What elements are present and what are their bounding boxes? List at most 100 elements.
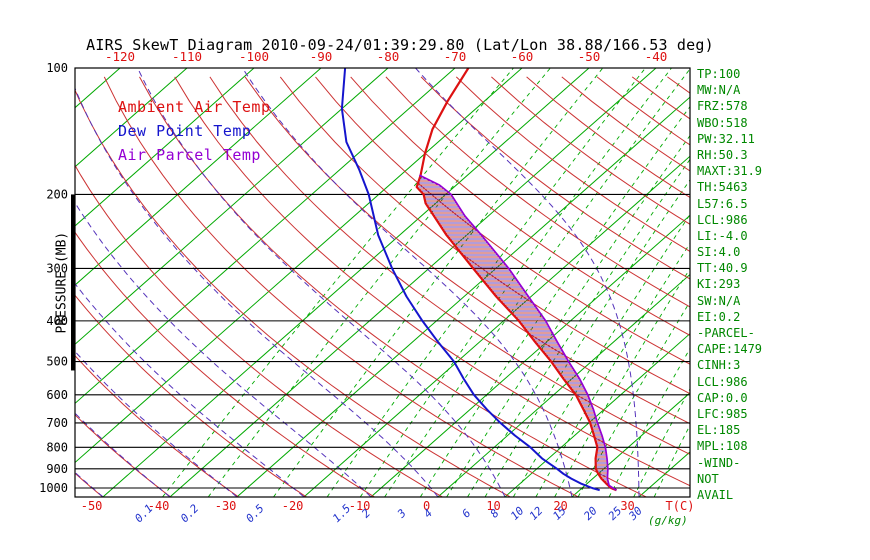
stat-line: CINH:3 [697, 358, 741, 373]
stat-line: SI:4.0 [697, 245, 741, 260]
ambient-temp-curve [415, 68, 617, 492]
stat-line: MAXT:31.9 [697, 164, 763, 179]
isotherm-line [75, 68, 188, 168]
tick-label: 30 [620, 499, 634, 513]
tick-label: -80 [377, 49, 400, 64]
dry-adiabat-line [455, 76, 690, 252]
tick-label: 12 [527, 504, 546, 523]
mixing-ratio-line [577, 300, 690, 497]
tick-label: 0 [423, 499, 430, 513]
tick-label: 500 [46, 355, 68, 369]
tick-label: 0.2 [178, 502, 202, 526]
isotherm-line [75, 68, 322, 286]
stats-panel: TP:100 MW:N/A FRZ:578 WBO:518 PW:32.11 RH:50.… [697, 66, 762, 503]
isotherm-line [75, 68, 523, 464]
dry-adiabat-line [75, 354, 239, 497]
stat-line: TT:40.9 [697, 261, 748, 276]
cape-hatch-area [417, 175, 609, 485]
stat-line: LI:-4.0 [697, 228, 748, 243]
moist-adiabat-line [75, 282, 305, 497]
plot-area [0, 68, 690, 497]
dry-adiabat-line [174, 76, 690, 487]
dry-adiabat-line [350, 76, 690, 336]
stat-line: LFC:985 [697, 406, 748, 421]
dry-adiabat-line [209, 76, 690, 455]
mixing-ratio-line [446, 134, 690, 497]
moist-adiabat-line [75, 471, 104, 497]
legend-dew-point-temp: Dew Point Temp [118, 122, 252, 140]
stat-line: L57:6.5 [697, 196, 748, 211]
stat-line: NOT [697, 471, 719, 486]
mixing-ratio-line [554, 267, 690, 497]
legend-air-parcel-temp: Air Parcel Temp [118, 146, 261, 164]
legend-ambient-air-temp: Ambient Air Temp [118, 98, 271, 116]
tick-label: 6 [460, 506, 474, 520]
dew-point-curve [340, 68, 600, 492]
stat-line: EI:0.2 [697, 309, 741, 324]
isotherm-line [0, 68, 53, 497]
isotherm-line [571, 392, 690, 497]
tick-label: -110 [172, 49, 202, 64]
mixing-ratio-line [633, 387, 690, 497]
tick-label: -20 [282, 499, 304, 513]
isotherm-line [75, 68, 389, 345]
tick-label: -60 [511, 49, 534, 64]
tick-label: T(C) [666, 499, 695, 513]
tick-label: -40 [148, 499, 170, 513]
mixing-ratio-line [207, 68, 551, 497]
pressure-axis-bar [71, 194, 75, 371]
mixing-ratio-line [273, 68, 604, 497]
stat-line: RH:50.3 [697, 147, 748, 162]
moist-adiabat-line [415, 68, 640, 497]
stat-line: TH:5463 [697, 180, 748, 195]
isotherm-line [75, 68, 255, 227]
pressure-axis-label: PRESSURE (MB) [54, 231, 70, 334]
tick-label: 100 [46, 61, 68, 75]
isotherm-line [102, 68, 590, 497]
mixing-ratio-line [162, 68, 514, 497]
dry-adiabat-line [244, 76, 690, 425]
mixing-ratio-line [484, 179, 690, 497]
tick-label: -40 [645, 49, 668, 64]
tick-label: 400 [46, 314, 68, 328]
tick-label: 3 [394, 507, 409, 522]
dry-adiabat-line [491, 76, 690, 225]
stat-line: WBO:518 [697, 115, 748, 130]
mixing-ratio-line [513, 213, 690, 497]
moist-adiabat-line [137, 68, 506, 497]
tick-label: (g/kg) [648, 514, 688, 527]
tick-label: 200 [46, 187, 68, 201]
mixing-ratio-line [359, 68, 672, 497]
stat-line: EL:185 [697, 423, 741, 438]
stat-line: KI:293 [697, 277, 741, 292]
tick-label: -90 [310, 49, 333, 64]
stat-line: TP:100 [697, 67, 741, 81]
tick-label: -100 [239, 49, 269, 64]
dry-adiabat-line [75, 88, 511, 497]
stat-line: MPL:108 [697, 439, 748, 454]
tick-label: 10 [508, 504, 527, 523]
stat-line: CAPE:1479 [697, 342, 763, 357]
dry-adiabat-line [315, 76, 690, 365]
tick-label: 10 [486, 499, 500, 513]
tick-label: 0.5 [243, 502, 266, 525]
tick-label: -70 [444, 49, 467, 64]
stat-line: MW:N/A [697, 83, 741, 98]
dry-adiabat-line [385, 76, 690, 308]
dry-adiabat-line [139, 76, 647, 497]
dry-adiabat-line [75, 414, 171, 497]
tick-label: -50 [578, 49, 601, 64]
tick-label: -120 [105, 49, 135, 64]
moist-adiabat-line [0, 68, 36, 497]
stat-line: FRZ:578 [697, 99, 748, 114]
isotherm-line [169, 68, 657, 497]
mixing-ratio-line [608, 347, 690, 497]
moist-adiabat-line [75, 87, 439, 497]
isotherm-line [437, 273, 690, 497]
dry-adiabat-line [420, 76, 690, 280]
dry-adiabat-line [75, 164, 443, 497]
isotherm-line [75, 68, 456, 405]
tick-label: 20 [581, 504, 600, 523]
isotherm-line [504, 332, 690, 497]
